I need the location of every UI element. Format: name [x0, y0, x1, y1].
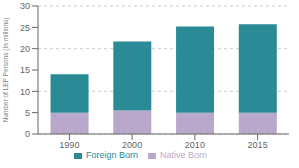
svg-text:25: 25 — [20, 23, 30, 33]
svg-text:5: 5 — [25, 108, 30, 118]
svg-text:10: 10 — [20, 87, 30, 97]
svg-text:30: 30 — [20, 1, 30, 11]
html-text:Foreign Born: Foreign Born — [86, 150, 138, 160]
svg-text:1990: 1990 — [59, 140, 79, 150]
svg-text:Number of LEP Persons (In mill: Number of LEP Persons (In millions) — [8, 17, 10, 122]
svg-text:2010: 2010 — [185, 140, 205, 150]
svg-text:0: 0 — [25, 129, 30, 139]
svg-text:15: 15 — [20, 65, 30, 75]
svg-text:20: 20 — [20, 44, 30, 54]
html-text:Native Born: Native Born — [160, 150, 207, 160]
svg-text:2000: 2000 — [122, 140, 142, 150]
svg-text:2015: 2015 — [248, 140, 268, 150]
